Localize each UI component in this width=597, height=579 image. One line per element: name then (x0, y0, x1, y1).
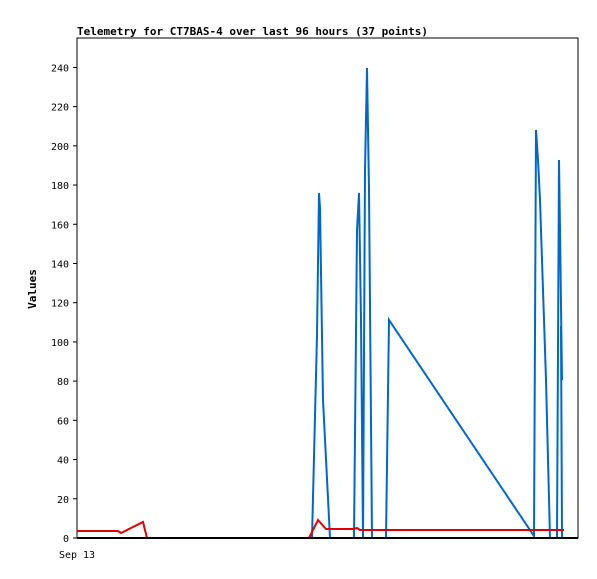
y-tick-label: 120 (51, 299, 69, 310)
y-tick-label: 100 (51, 338, 69, 349)
y-tick-label: 20 (57, 495, 69, 506)
x-tick-label: Sep 13 (59, 550, 95, 561)
series-red-line (77, 518, 564, 539)
chart-title: Telemetry for CT7BAS-4 over last 96 hour… (77, 25, 428, 38)
y-axis-ticks: 0 20 40 60 80 100 120 140 160 180 200 220 240 (51, 63, 77, 545)
plot-area-frame (76, 37, 579, 539)
y-tick-label: 0 (63, 534, 69, 545)
y-tick-label: 200 (51, 142, 69, 153)
y-axis-label: Values (26, 269, 39, 309)
x-axis-ticks: Sep 13 (59, 550, 95, 561)
y-tick-label: 180 (51, 181, 69, 192)
series-blue-line (77, 67, 578, 540)
y-tick-label: 160 (51, 220, 69, 231)
y-tick-label: 80 (57, 377, 69, 388)
y-tick-label: 220 (51, 103, 69, 114)
y-tick-label: 40 (57, 456, 69, 467)
series-lines (77, 67, 578, 540)
y-tick-label: 240 (51, 63, 69, 74)
y-tick-label: 140 (51, 259, 69, 270)
y-tick-label: 60 (57, 416, 69, 427)
